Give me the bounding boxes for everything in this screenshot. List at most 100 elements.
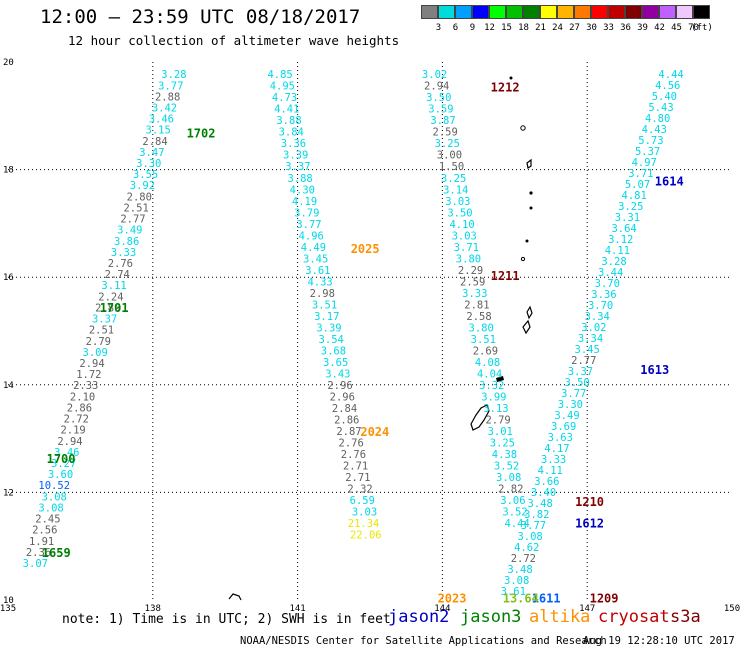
wave-height-value: 4.49	[301, 242, 326, 254]
wave-height-value: 3.59	[428, 104, 453, 116]
lat-tick-label: 18	[3, 166, 14, 176]
scale-swatch	[506, 5, 523, 19]
wave-height-value: 3.51	[471, 334, 496, 346]
scale-label: 39	[637, 23, 648, 33]
scale-swatch	[608, 5, 625, 19]
wave-height-value: 3.11	[101, 280, 126, 292]
lat-tick-label: 14	[3, 381, 14, 391]
wave-height-value: 6.59	[350, 495, 375, 507]
scale-swatch	[693, 5, 710, 19]
wave-height-value: 3.03	[352, 507, 377, 519]
wave-height-value: 3.33	[111, 247, 136, 259]
wave-height-value: 3.86	[114, 236, 139, 248]
wave-height-value: 2.19	[60, 425, 85, 437]
scale-label: 12	[484, 23, 495, 33]
wave-height-value: 3.44	[598, 267, 623, 279]
wave-height-value: 3.80	[469, 322, 494, 334]
wave-height-value: 3.45	[575, 344, 600, 356]
wave-height-value: 2.59	[433, 127, 458, 139]
wave-height-value: 3.36	[281, 138, 306, 150]
wave-height-value: 3.77	[296, 219, 321, 231]
lon-tick-label: 141	[289, 604, 305, 614]
wave-height-value: 3.43	[325, 368, 350, 380]
islands	[228, 76, 533, 601]
wave-height-value: 2.24	[98, 291, 123, 303]
scale-swatch	[472, 5, 489, 19]
wave-height-value: 3.37	[92, 314, 117, 326]
wave-height-value: 3.09	[83, 347, 108, 359]
wave-height-value: 2.88	[155, 91, 180, 103]
wave-height-value: 3.28	[601, 256, 626, 268]
scale-swatch	[642, 5, 659, 19]
wave-height-value: 4.97	[632, 157, 657, 169]
islet-pagan	[526, 158, 532, 169]
wave-height-value: 3.82	[524, 509, 549, 521]
wave-height-value: 3.61	[305, 265, 330, 277]
wave-height-value: 3.01	[488, 426, 513, 438]
wave-height-value: 3.32	[479, 380, 504, 392]
wave-height-value: 1.50	[439, 161, 464, 173]
wave-height-value: 3.39	[316, 322, 341, 334]
wave-height-value: 3.87	[430, 115, 455, 127]
guam-island	[470, 404, 490, 431]
wave-height-value: 3.27	[51, 458, 76, 470]
satellite-legend-jason2: jason2	[388, 607, 450, 627]
wave-height-value: 2.87	[336, 426, 361, 438]
wave-height-value: 3.64	[611, 223, 636, 235]
rota-island	[496, 376, 504, 382]
wave-height-value: 3.50	[447, 207, 472, 219]
wave-height-value: 2.72	[511, 553, 536, 565]
scale-label: 36	[620, 23, 631, 33]
wave-height-value: 3.99	[481, 392, 506, 404]
pass-id-label: 2023	[438, 592, 467, 606]
wave-height-value: 4.56	[655, 80, 680, 92]
wave-height-value: 5.43	[648, 102, 673, 114]
wave-height-value: 2.82	[498, 484, 523, 496]
lat-tick-label: 10	[3, 596, 14, 606]
wave-height-value: 2.58	[466, 311, 491, 323]
wave-height-value: 3.60	[48, 469, 73, 481]
wave-height-value: 4.96	[299, 230, 324, 242]
wave-height-value: 4.10	[449, 219, 474, 231]
lon-tick-label: 144	[434, 604, 450, 614]
wave-height-value: 2.74	[105, 269, 130, 281]
wave-height-value: 2.96	[330, 392, 355, 404]
wave-height-value: 4.19	[292, 196, 317, 208]
satellite-legend-cryosat: cryosat	[598, 607, 670, 627]
wave-height-value: 4.44	[658, 69, 683, 81]
pass-id-label: 1212	[491, 81, 520, 95]
map-subtitle: 12 hour collection of altimeter wave hei…	[68, 33, 400, 48]
wave-height-value: 21.34	[348, 518, 380, 530]
wave-height-value: 3.49	[117, 225, 142, 237]
pass-id-label: 1701	[100, 301, 129, 315]
wave-height-value: 2.84	[142, 136, 167, 148]
wave-height-value: 3.15	[146, 125, 171, 137]
wave-height-value: 3.88	[287, 173, 312, 185]
wave-height-value: 2.69	[473, 345, 498, 357]
wave-height-value: 4.80	[645, 113, 670, 125]
islet-guguan	[529, 206, 533, 210]
wave-height-value: 3.02	[422, 69, 447, 81]
wave-height-value: 2.77	[120, 214, 145, 226]
wave-height-value: 4.38	[492, 449, 517, 461]
wave-height-value: 2.51	[89, 325, 114, 337]
scale-swatch	[489, 5, 506, 19]
wave-height-value: 2.36	[26, 547, 51, 559]
wave-height-value: 2.71	[345, 472, 370, 484]
wave-height-value: 2.71	[343, 461, 368, 473]
pass-id-label: 2025	[351, 242, 380, 256]
wave-height-value: 2.77	[571, 355, 596, 367]
wave-height-value: 2.29	[458, 265, 483, 277]
wave-height-value: 3.79	[294, 207, 319, 219]
wave-height-value: 2.80	[127, 191, 152, 203]
wave-height-value: 2.56	[32, 525, 57, 537]
wave-height-value: 3.33	[462, 288, 487, 300]
scale-label: 33	[603, 23, 614, 33]
wave-height-value: 3.55	[133, 169, 158, 181]
scale-label: 3	[435, 23, 442, 33]
wave-height-value: 3.45	[303, 253, 328, 265]
pass-labels: 1702 1701 1700 1659 2025 2024 2023 1212 1211 1210…	[42, 81, 684, 606]
wave-height-value: 3.13	[483, 403, 508, 415]
satellite-legend-jason3: jason3	[460, 607, 522, 627]
wave-height-value: 3.69	[551, 421, 576, 433]
